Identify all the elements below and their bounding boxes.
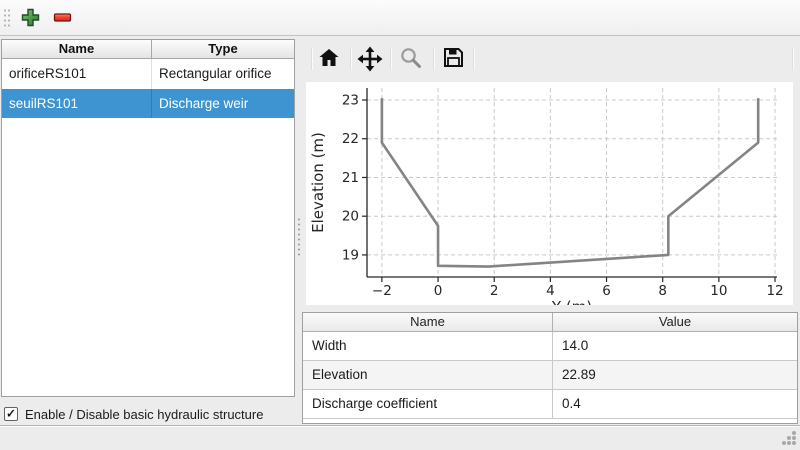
table-row[interactable]: orificeRS101 Rectangular orifice (2, 59, 294, 89)
remove-structure-button[interactable] (51, 8, 73, 29)
toolbar-separator (473, 48, 475, 70)
plot-home-button[interactable] (316, 46, 342, 72)
property-value[interactable]: 14.0 (562, 338, 589, 353)
property-row: Width 14.0 (303, 332, 797, 361)
column-header-value[interactable]: Value (658, 314, 692, 329)
main-toolbar (0, 0, 800, 36)
property-name: Elevation (303, 361, 553, 389)
profile-chart[interactable]: −2 0 2 4 6 8 10 12 19 20 21 22 23 Elevation (m) Y (m) (306, 82, 793, 305)
svg-text:Elevation (m): Elevation (m) (309, 132, 327, 233)
structure-name: seuilRS101 (2, 89, 152, 118)
home-icon (317, 49, 341, 73)
status-bar (0, 425, 800, 450)
svg-text:21: 21 (342, 170, 359, 186)
structures-table: Name Type orificeRS101 Rectangular orifi… (1, 39, 295, 397)
property-row: Discharge coefficient 0.4 (303, 390, 797, 419)
plus-icon (21, 8, 40, 30)
svg-text:−2: −2 (372, 283, 392, 299)
save-figure-button[interactable] (440, 46, 466, 72)
svg-text:22: 22 (342, 131, 359, 147)
property-name: Width (303, 332, 553, 360)
pan-icon (357, 46, 383, 75)
panel-splitter[interactable] (295, 39, 303, 425)
structure-type: Discharge weir (159, 96, 249, 111)
svg-text:10: 10 (710, 283, 727, 299)
property-row: Elevation 22.89 (303, 361, 797, 390)
properties-table-footer (303, 419, 797, 423)
magnifier-icon (399, 48, 423, 73)
pan-icon-button[interactable] (357, 46, 383, 72)
column-header-name[interactable]: Name (303, 313, 553, 331)
toolbar-separator (390, 48, 392, 70)
toolbar-separator (433, 48, 435, 70)
property-value[interactable]: 22.89 (562, 367, 596, 382)
save-icon (442, 48, 465, 72)
svg-text:12: 12 (766, 283, 783, 299)
enable-checkbox-label: Enable / Disable basic hydraulic structu… (25, 406, 264, 422)
add-structure-button[interactable] (19, 8, 41, 29)
svg-text:2: 2 (490, 283, 499, 299)
column-header-name[interactable]: Name (2, 40, 152, 58)
minus-icon (53, 13, 72, 30)
toolbar-separator (792, 48, 794, 70)
svg-text:19: 19 (342, 247, 359, 263)
svg-text:20: 20 (342, 209, 359, 225)
zoom-rect-button[interactable] (398, 46, 424, 72)
enable-structure-row: ✓ Enable / Disable basic hydraulic struc… (4, 405, 263, 423)
property-name: Discharge coefficient (303, 390, 553, 418)
resize-grip[interactable] (780, 430, 796, 446)
toolbar-drag-handle[interactable] (3, 8, 10, 29)
property-value[interactable]: 0.4 (562, 396, 581, 411)
structure-name: orificeRS101 (2, 59, 152, 89)
svg-text:4: 4 (546, 283, 555, 299)
toolbar-separator (350, 48, 352, 70)
enable-checkbox[interactable]: ✓ (4, 407, 18, 421)
properties-table-header: Name Value (303, 313, 797, 332)
table-row[interactable]: seuilRS101 Discharge weir (2, 89, 294, 118)
svg-text:6: 6 (602, 283, 611, 299)
svg-text:Y (m): Y (m) (551, 298, 592, 305)
svg-text:23: 23 (342, 93, 359, 109)
svg-text:8: 8 (658, 283, 667, 299)
properties-table: Name Value Width 14.0 Elevation 22.89 Di… (302, 312, 798, 424)
svg-text:0: 0 (434, 283, 443, 299)
column-header-type[interactable]: Type (208, 41, 238, 56)
structures-table-header: Name Type (2, 40, 294, 59)
toolbar-separator (311, 48, 313, 70)
checkmark-icon: ✓ (5, 406, 17, 421)
structure-type: Rectangular orifice (159, 66, 272, 81)
